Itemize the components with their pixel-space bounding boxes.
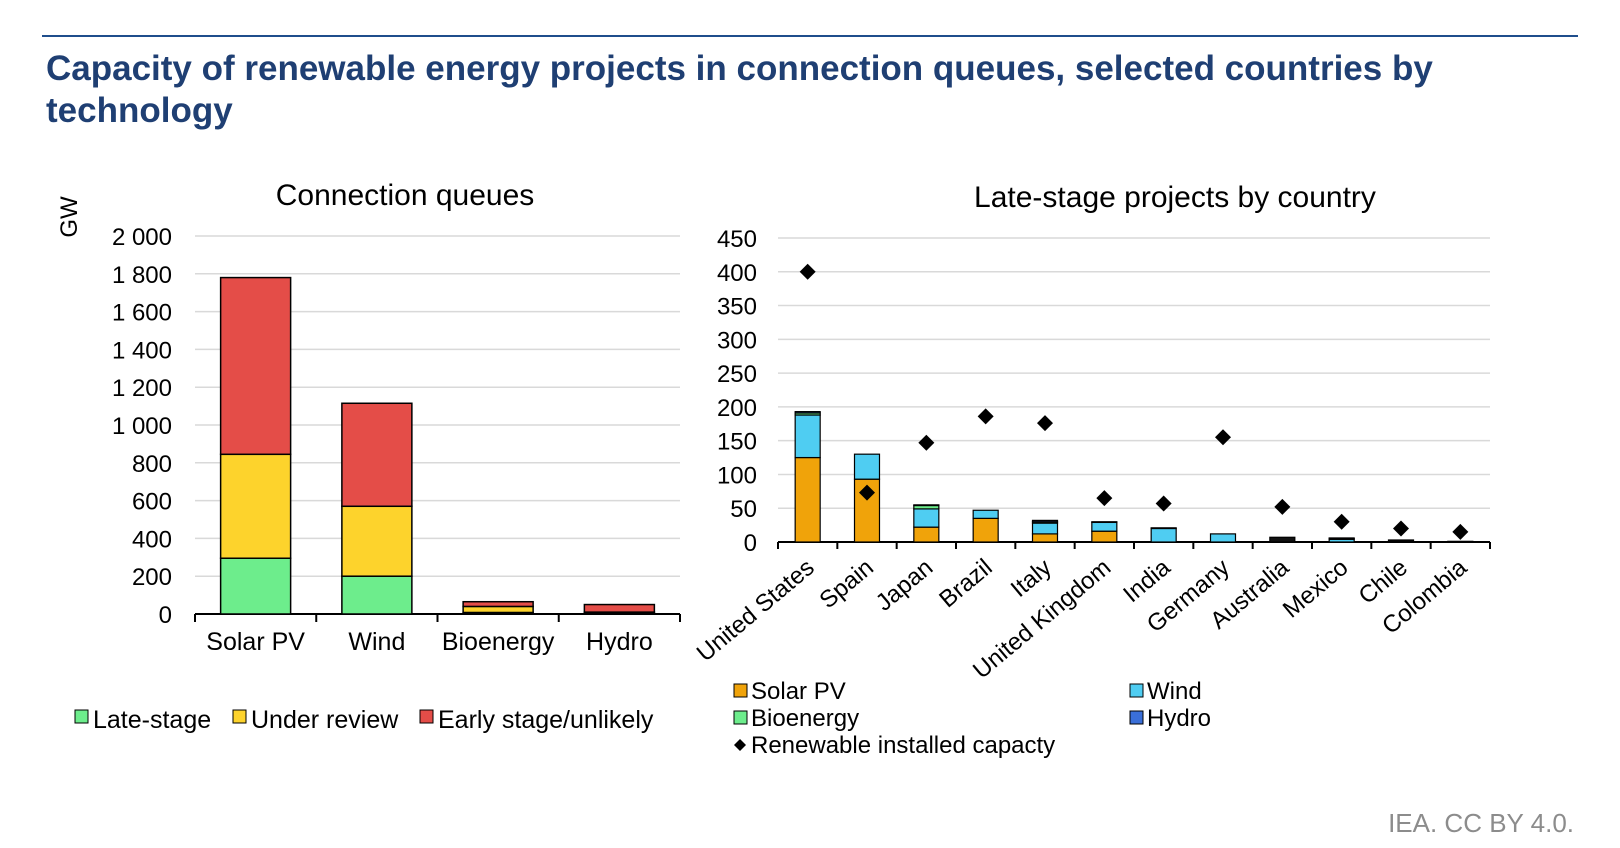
x-tick-label: Solar PV xyxy=(206,628,305,656)
x-tick-label: Hydro xyxy=(586,628,653,656)
bar-united-kingdom-solar-pv xyxy=(1091,530,1118,543)
y-tick-label: 50 xyxy=(730,496,757,523)
y-tick-label: 1 800 xyxy=(112,262,172,289)
bar-solar-pv-late-stage xyxy=(219,557,292,615)
x-tick-label: Brazil xyxy=(934,554,997,613)
legend-swatch-hydro xyxy=(1129,710,1144,725)
bar-wind-early-stage-unlikely xyxy=(341,402,413,508)
marker-united-states xyxy=(799,263,816,280)
y-tick-label: 200 xyxy=(132,564,172,591)
legend-swatch-bioenergy xyxy=(733,710,748,725)
y-tick-label: 250 xyxy=(717,361,757,388)
bar-india-wind xyxy=(1150,527,1177,543)
marker-japan xyxy=(918,434,935,451)
bar-italy-solar-pv xyxy=(1031,533,1059,543)
y-tick-label: 400 xyxy=(717,260,757,287)
bar-brazil-solar-pv xyxy=(972,517,999,543)
page-title: Capacity of renewable energy projects in… xyxy=(46,49,1433,130)
chart1-title: Connection queues xyxy=(276,179,535,212)
y-tick-label: 1 000 xyxy=(112,413,172,440)
marker-chile xyxy=(1393,520,1409,537)
legend-swatch-wind xyxy=(1129,683,1144,698)
bar-wind-under-review xyxy=(341,505,413,577)
legend-swatch-early-stage-unlikely xyxy=(419,709,434,724)
legend-label: Solar PV xyxy=(751,678,846,705)
bar-colombia-other xyxy=(1447,540,1474,543)
legend-label: Wind xyxy=(1147,678,1202,705)
bar-japan-hydro xyxy=(913,504,940,507)
y-tick-label: 150 xyxy=(717,429,757,456)
x-tick-label: Spain xyxy=(814,554,878,614)
bar-united-states-hydro xyxy=(794,411,821,414)
y-tick-label: 450 xyxy=(717,226,757,253)
y-tick-label: 400 xyxy=(132,526,172,553)
bar-spain-solar-pv xyxy=(853,478,881,543)
marker-colombia xyxy=(1452,523,1469,540)
marker-india xyxy=(1155,495,1172,512)
legend-label: Renewable installed capacty xyxy=(751,732,1055,759)
x-tick-label: United States xyxy=(692,554,820,667)
y-tick-label: 1 600 xyxy=(112,300,172,327)
bar-spain-wind xyxy=(853,453,881,480)
bar-italy-hydro xyxy=(1031,519,1059,523)
bar-japan-wind xyxy=(913,508,940,528)
bar-hydro-early-stage-unlikely xyxy=(583,603,656,613)
top-rule xyxy=(42,35,1578,37)
y-tick-label: 0 xyxy=(159,602,172,629)
chart1-plot: 0 200 400 600 800 1 000 1 200 1 400 1 600 1 800 2 … xyxy=(74,224,681,734)
marker-australia xyxy=(1274,498,1291,515)
chart1-y-axis-label: GW xyxy=(56,196,83,238)
x-tick-label: Mexico xyxy=(1278,554,1354,624)
legend-label: Bioenergy xyxy=(751,705,859,732)
x-tick-label: Japan xyxy=(871,554,938,617)
x-tick-label: Bioenergy xyxy=(442,628,555,656)
bar-bioenergy-under-review xyxy=(462,605,534,614)
marker-mexico xyxy=(1333,513,1350,530)
bar-japan-solar-pv xyxy=(913,526,940,543)
bar-australia-other xyxy=(1269,536,1296,543)
y-tick-label: 0 xyxy=(744,530,757,557)
bar-solar-pv-early-stage-unlikely xyxy=(219,276,292,456)
y-tick-label: 200 xyxy=(717,395,757,422)
bar-chile-other xyxy=(1387,539,1415,542)
bar-wind-late-stage xyxy=(341,575,413,615)
bar-italy-wind xyxy=(1031,522,1059,535)
bar-united-kingdom-wind xyxy=(1091,521,1118,532)
legend-label: Under review xyxy=(251,706,399,734)
y-tick-label: 300 xyxy=(717,327,757,354)
legend-label: Early stage/unlikely xyxy=(438,706,654,734)
marker-germany xyxy=(1215,429,1231,446)
legend-label: Hydro xyxy=(1147,705,1211,732)
bar-united-states-wind xyxy=(794,414,821,459)
bar-germany-wind xyxy=(1209,533,1237,543)
bar-india-hydro xyxy=(1150,527,1177,530)
source-credit: IEA. CC BY 4.0. xyxy=(1388,808,1574,838)
bar-bioenergy-early-stage-unlikely xyxy=(462,600,534,608)
y-tick-label: 100 xyxy=(717,462,757,489)
bar-brazil-wind xyxy=(972,509,999,519)
legend-swatch-solar-pv xyxy=(733,683,748,698)
y-tick-label: 350 xyxy=(717,294,757,321)
bar-united-kingdom-hydro xyxy=(1091,521,1118,524)
chart2-title: Late-stage projects by country xyxy=(974,181,1376,214)
bar-solar-pv-under-review xyxy=(219,453,292,559)
y-tick-label: 2 000 xyxy=(112,224,172,251)
marker-spain xyxy=(859,484,875,501)
chart2-plot: 0 50 100 150 200 250 300 350 400 450 United States… xyxy=(692,226,1491,759)
legend-swatch-late-stage xyxy=(74,709,89,724)
y-tick-label: 1 400 xyxy=(112,337,172,364)
marker-brazil xyxy=(977,408,994,425)
y-tick-label: 1 200 xyxy=(112,375,172,402)
bar-united-states-solar-pv xyxy=(794,456,821,543)
marker-italy xyxy=(1037,415,1053,432)
legend-swatch-under-review xyxy=(232,709,247,724)
y-tick-label: 600 xyxy=(132,489,172,516)
bar-mexico-other xyxy=(1328,537,1355,540)
legend-label: Late-stage xyxy=(93,706,211,734)
legend-swatch-renewable-installed-capacty xyxy=(734,739,746,751)
x-tick-label: Wind xyxy=(348,628,405,656)
marker-united-kingdom xyxy=(1096,490,1113,507)
y-tick-label: 800 xyxy=(132,451,172,478)
